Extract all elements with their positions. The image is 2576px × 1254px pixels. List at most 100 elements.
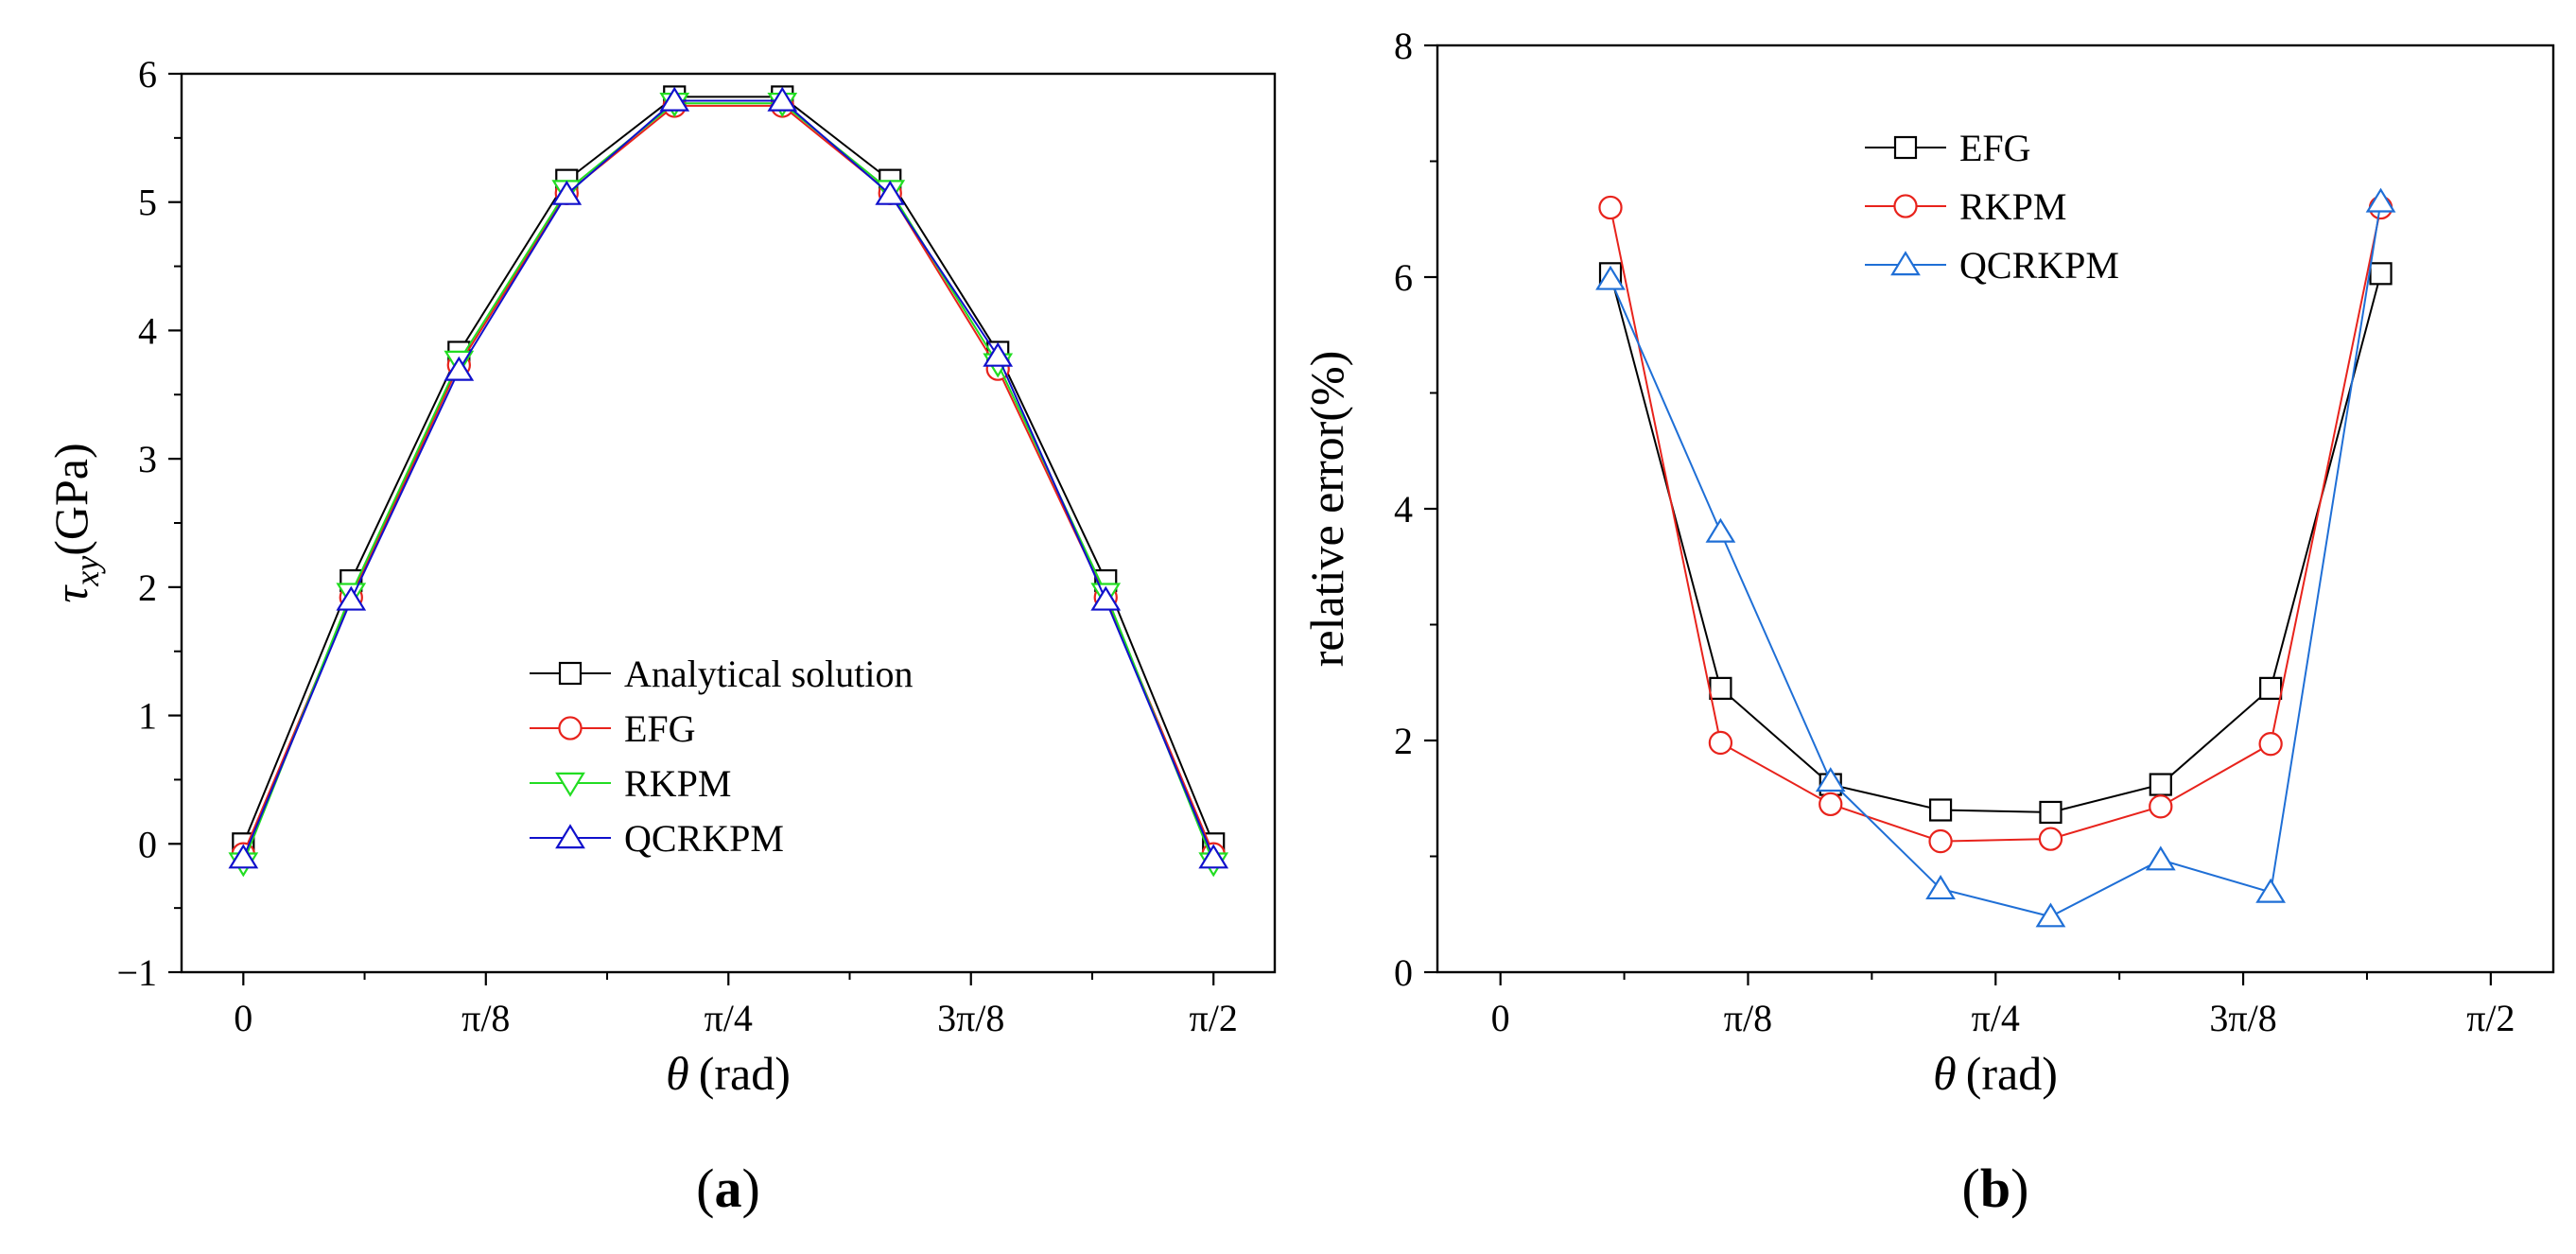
data-point [228,844,259,869]
data-point [2035,902,2066,928]
data-point [2365,187,2396,213]
x-axis-label-unit: (rad) [699,1047,791,1100]
data-point [2258,732,2283,757]
data-point [2255,878,2287,903]
y-tick-label: 1 [138,695,157,738]
legend: Analytical solution EFG RKPM QCRKPM [530,653,914,860]
x-tick-label: π/4 [1972,997,2020,1039]
legend-marker [558,716,583,740]
series-line [242,96,1215,845]
data-point [2259,676,2283,700]
series-rkpm [1598,195,2393,854]
series-line [242,99,1215,859]
series-line [242,104,1215,855]
data-point [2039,800,2063,825]
legend-marker [558,661,583,686]
data-point [1928,798,1953,822]
legend-entry: QCRKPM [1865,244,2119,287]
series-line [1610,207,2382,843]
x-tick-label: π/2 [2466,997,2515,1039]
x-axis-label-symbol: θ [666,1047,689,1100]
data-point [1819,792,1843,817]
x-axis-label-unit: (rad) [1966,1047,2058,1100]
y-axis-label-unit: (GPa) [44,443,97,555]
legend-label: EFG [624,707,696,750]
legend-label: EFG [1959,127,2031,169]
panel-label-close: ) [742,1158,760,1219]
data-point [336,585,367,611]
legend-entry: QCRKPM [530,817,784,860]
x-tick-label: π/8 [1724,997,1772,1039]
panel-label-letter: b [1980,1158,2010,1219]
series-line [1610,201,2382,918]
x-tick-label: π/4 [705,997,753,1039]
chart-panel-a: 0 π/8 π/4 3π/8 π/2 −1 0 1 2 3 4 5 6 θ (rad) τxy(GPa) Ana… [44,53,1277,1219]
panel-label-letter: a [715,1158,742,1219]
y-tick-label: 4 [1394,488,1413,531]
y-tick-label: 0 [138,823,157,865]
legend-entry: RKPM [530,762,731,805]
data-point [2149,773,2172,796]
legend-marker [555,772,585,797]
legend-entry: EFG [530,707,696,750]
x-axis-label: θ (rad) [666,1047,791,1100]
panel-label: (a) [696,1158,760,1219]
x-tick-label: 0 [234,997,252,1039]
data-point [767,86,798,112]
x-tick-label: 3π/8 [937,997,1004,1039]
y-axis-label-subscript: xy [68,556,106,587]
x-tick-label: 0 [1491,997,1510,1039]
y-axis-label: relative error(%) [1300,351,1353,668]
series-line [1610,273,2382,813]
legend-marker [1890,251,1921,276]
y-tick-label: 5 [138,182,157,224]
legend-marker [555,824,585,849]
y-tick-label: 6 [138,53,157,96]
x-tick-label: π/2 [1190,997,1238,1039]
data-point [1595,265,1626,290]
y-tick-label: 3 [138,438,157,480]
y-tick-label: 6 [1394,256,1413,299]
legend-entry: EFG [1865,127,2031,169]
legend-label: QCRKPM [1959,244,2119,287]
x-axis-label-symbol: θ [1933,1047,1957,1100]
data-point [1925,875,1956,900]
series-qcrkpm [1595,187,2396,928]
data-point [1090,585,1122,611]
y-tick-label: 2 [138,566,157,609]
data-point [444,356,475,381]
y-tick-label: 0 [1394,951,1413,994]
x-tick-label: π/8 [461,997,510,1039]
data-point [2038,827,2063,851]
x-tick-label: 3π/8 [2209,997,2276,1039]
data-point [1705,517,1736,543]
y-axis-label-symbol: τ [44,584,97,603]
data-point [875,180,906,205]
x-axis-label: θ (rad) [1933,1047,2058,1100]
legend-marker [1893,194,1918,218]
y-tick-label: 4 [138,309,157,352]
panel-label-open: ( [696,1158,714,1219]
legend-entry: RKPM [1865,185,2066,228]
data-point [1709,676,1732,700]
panel-label-close: ) [2010,1158,2028,1219]
data-point [1598,195,1623,220]
y-tick-label: 2 [1394,720,1413,762]
y-axis-label: τxy(GPa) [44,443,106,602]
data-point [2145,845,2176,871]
legend-label: RKPM [624,762,731,805]
legend-entry: Analytical solution [530,653,914,695]
data-point [1815,767,1846,792]
legend-label: Analytical solution [624,653,914,695]
legend-marker [1893,135,1918,160]
legend-label: RKPM [1959,185,2066,228]
data-point [1708,730,1733,756]
data-point [659,86,690,112]
data-point [983,341,1014,367]
panel-label-open: ( [1962,1158,1980,1219]
data-point [1928,828,1953,854]
data-point [2149,794,2173,819]
y-tick-label: 8 [1394,25,1413,67]
panel-label: (b) [1962,1158,2029,1219]
data-point [1198,844,1229,869]
